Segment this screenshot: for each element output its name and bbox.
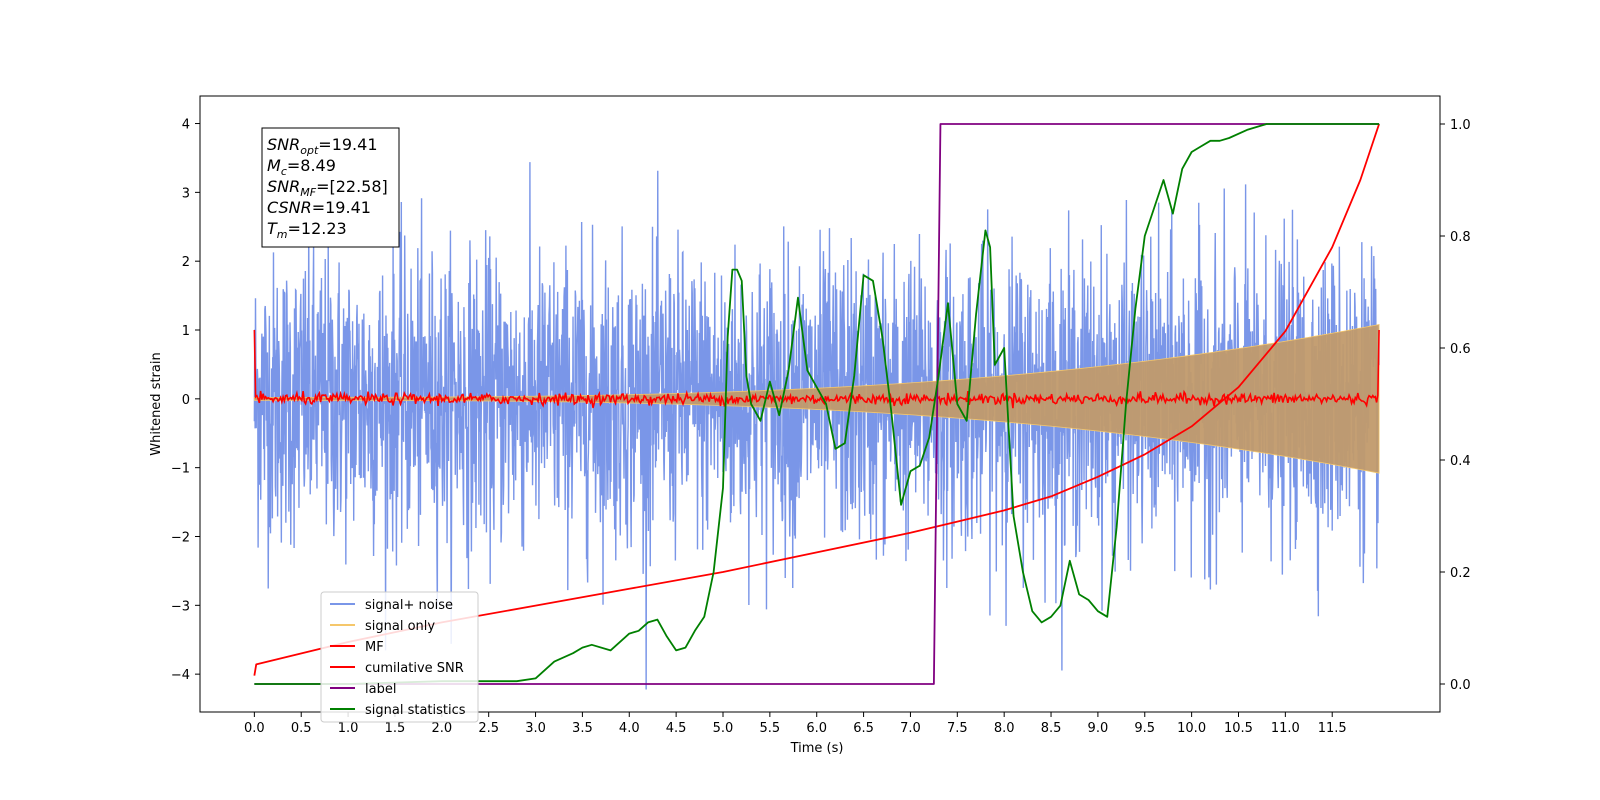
x-tick-label: 2.5 <box>478 721 499 736</box>
y2-tick-label: 1.0 <box>1450 118 1471 133</box>
legend-entry: signal+ noise <box>365 598 453 613</box>
x-tick-label: 7.0 <box>900 721 921 736</box>
x-axis: 0.0 0.5 1.0 1.5 2.0 2.5 3.0 3.5 4.0 4.5 5.0 5.5 6.0 6… <box>244 712 1347 736</box>
x-tick-label: 3.0 <box>525 721 546 736</box>
y-tick-label: 2 <box>182 255 190 270</box>
y2-tick-label: 0.8 <box>1450 230 1471 245</box>
x-tick-label: 11.5 <box>1318 721 1347 736</box>
y2-tick-label: 0.6 <box>1450 342 1471 357</box>
x-tick-label: 2.0 <box>431 721 452 736</box>
y-tick-label: −1 <box>171 462 190 477</box>
annotation-line: Tm=12.23 <box>267 219 347 241</box>
legend: signal+ noise signal only MF cumilative SNR… <box>320 591 479 723</box>
x-tick-label: 5.0 <box>713 721 734 736</box>
x-tick-label: 10.5 <box>1224 721 1253 736</box>
x-tick-label: 8.5 <box>1041 721 1062 736</box>
x-tick-label: 1.0 <box>338 721 359 736</box>
x-tick-label: 7.5 <box>947 721 968 736</box>
x-tick-label: 6.5 <box>853 721 874 736</box>
y-axis-label: Whitened strain <box>149 352 164 455</box>
annotation-frame <box>261 127 400 248</box>
series-signal-statistics <box>254 123 1380 685</box>
y2-tick-label: 0.2 <box>1450 566 1471 581</box>
y-tick-label: 3 <box>182 186 190 201</box>
y-axis-right: 0.0 0.2 0.4 0.6 0.8 1.0 <box>1440 118 1471 693</box>
y-tick-label: 4 <box>182 118 190 133</box>
series-label <box>254 123 1380 685</box>
x-tick-label: 9.5 <box>1134 721 1155 736</box>
annotation-line: SNRMF=[22.58] <box>267 177 388 199</box>
x-tick-label: 0.0 <box>244 721 265 736</box>
legend-entry: signal only <box>365 619 435 634</box>
x-tick-label: 5.5 <box>760 721 781 736</box>
annotation-line: CSNR=19.41 <box>267 198 371 217</box>
legend-entry: signal statistics <box>365 703 466 718</box>
y-tick-label: 0 <box>182 393 190 408</box>
y-tick-label: −4 <box>171 668 190 683</box>
x-tick-label: 3.5 <box>572 721 593 736</box>
y2-tick-label: 0.0 <box>1450 678 1471 693</box>
y-tick-label: 1 <box>182 324 190 339</box>
y2-tick-label: 0.4 <box>1450 454 1471 469</box>
x-tick-label: 4.5 <box>666 721 687 736</box>
y-tick-label: −3 <box>171 599 190 614</box>
annotation-line: SNRopt=19.41 <box>267 135 378 157</box>
x-tick-label: 11.0 <box>1271 721 1300 736</box>
x-tick-label: 6.0 <box>806 721 827 736</box>
legend-entry: label <box>365 682 396 697</box>
y-tick-label: −2 <box>171 530 190 545</box>
legend-entry: MF <box>365 640 384 655</box>
plot-frame <box>199 95 1441 713</box>
series-mf <box>253 329 1380 409</box>
legend-entry: cumilative SNR <box>365 661 464 676</box>
x-tick-label: 10.0 <box>1177 721 1206 736</box>
x-tick-label: 9.0 <box>1088 721 1109 736</box>
x-tick-label: 8.0 <box>994 721 1015 736</box>
x-tick-label: 4.0 <box>619 721 640 736</box>
y-axis-left: −4 −3 −2 −1 0 1 2 3 4 <box>171 118 200 683</box>
stats-annotation-box: SNRopt=19.41Mc=8.49SNRMF=[22.58]CSNR=19.… <box>261 127 400 248</box>
legend-frame <box>320 591 479 723</box>
annotation-line: Mc=8.49 <box>267 156 336 178</box>
x-axis-label: Time (s) <box>790 741 844 756</box>
x-tick-label: 1.5 <box>385 721 406 736</box>
x-tick-label: 0.5 <box>291 721 312 736</box>
